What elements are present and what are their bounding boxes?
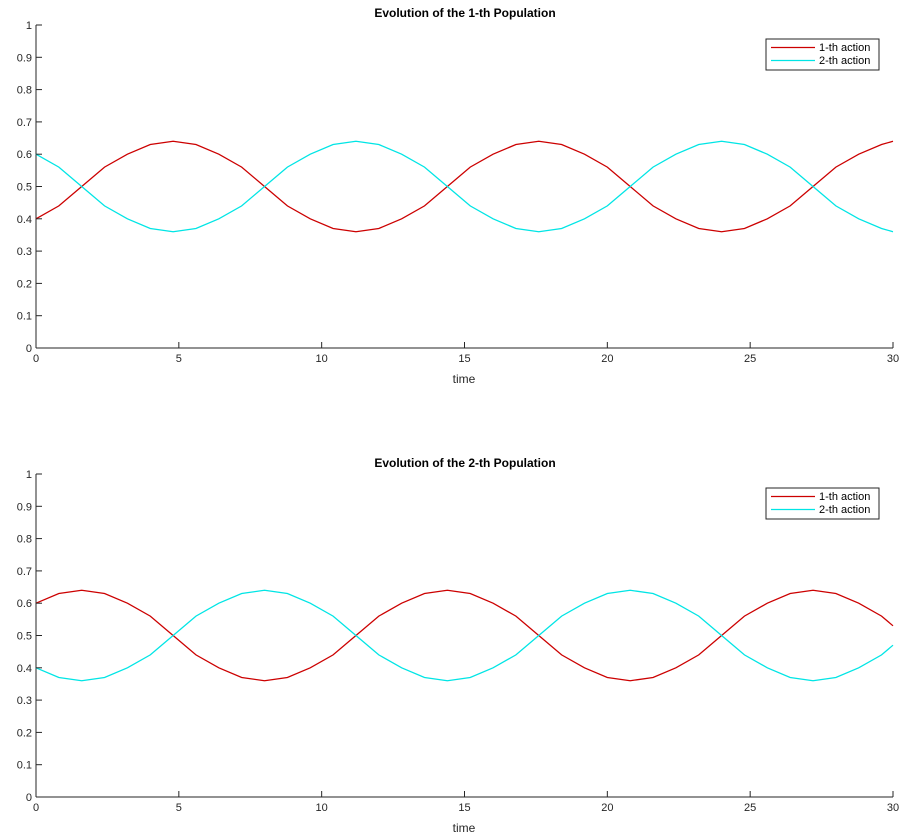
chart-2-y-tick-label: 0.8	[17, 534, 32, 546]
chart-2-series-1-line	[35, 589, 894, 682]
chart-2-y-tick-label: 0.4	[17, 663, 32, 675]
chart-1-legend-label-1: 1-th action	[819, 42, 870, 54]
chart-2-y-tick-label: 0.3	[17, 695, 32, 707]
chart-1-y-tick-label: 0.1	[17, 311, 32, 323]
chart-2-legend: 1-th action 2-th action	[765, 487, 880, 520]
chart-2-legend-label-2: 2-th action	[819, 504, 870, 516]
chart-2-y-tick-label: 0.2	[17, 727, 32, 739]
chart-1-x-tick-label: 20	[601, 353, 613, 365]
chart-2-axes	[35, 474, 893, 798]
chart-2-y-tick-label: 0.9	[17, 501, 32, 513]
chart-1-ticks: 0 5 10 15 20 25 30 0 0.1 0.2 0.3 0.4 0.5 0.6 0.7 0.8 0.9…	[17, 20, 899, 365]
chart-2-x-tick-label: 10	[316, 802, 328, 814]
chart-1-x-axis-label: time	[453, 372, 476, 386]
chart-1-y-tick-label: 1	[26, 20, 32, 32]
chart-1-x-tick-label: 15	[458, 353, 470, 365]
chart-1-axes	[35, 25, 893, 349]
chart-2-legend-label-1: 1-th action	[819, 491, 870, 503]
chart-1-series	[35, 140, 894, 233]
chart-1-y-tick-label: 0.6	[17, 149, 32, 161]
chart-2-x-tick-label: 20	[601, 802, 613, 814]
chart-2-y-tick-label: 0.5	[17, 631, 32, 643]
chart-1-legend: 1-th action 2-th action	[765, 38, 880, 71]
chart-1-series-1-line	[35, 140, 894, 233]
chart-1-y-tick-label: 0.9	[17, 52, 32, 64]
chart-1-y-tick-label: 0	[26, 343, 32, 355]
chart-2-y-tick-label: 0.1	[17, 760, 32, 772]
chart-2-y-tick-label: 0	[26, 792, 32, 804]
chart-1-x-tick-label: 10	[316, 353, 328, 365]
chart-2-series	[35, 589, 894, 682]
chart-2-x-tick-label: 25	[744, 802, 756, 814]
chart-2-y-tick-label: 1	[26, 469, 32, 481]
chart-1-y-tick-label: 0.3	[17, 246, 32, 258]
chart-2-y-tick-label: 0.6	[17, 598, 32, 610]
chart-1-legend-box	[765, 38, 880, 71]
chart-1-y-tick-label: 0.4	[17, 214, 32, 226]
chart-2-x-tick-label: 0	[33, 802, 39, 814]
chart-2-ticks: 0 5 10 15 20 25 30 0 0.1 0.2 0.3 0.4 0.5 0.6 0.7 0.8 0.9…	[17, 469, 899, 814]
chart-1: Evolution of the 1-th Population 0 5 10 15 2…	[17, 6, 899, 386]
chart-1-x-tick-label: 0	[33, 353, 39, 365]
chart-1-x-tick-label: 25	[744, 353, 756, 365]
chart-1-title: Evolution of the 1-th Population	[374, 6, 555, 20]
chart-1-y-tick-label: 0.5	[17, 182, 32, 194]
chart-2-y-tick-label: 0.7	[17, 566, 32, 578]
chart-2-title: Evolution of the 2-th Population	[374, 456, 555, 470]
chart-1-y-tick-label: 0.7	[17, 117, 32, 129]
chart-2-x-axis-label: time	[453, 821, 476, 835]
chart-2-x-tick-label: 5	[176, 802, 182, 814]
chart-1-legend-label-2: 2-th action	[819, 55, 870, 67]
chart-1-series-2-line	[35, 140, 894, 233]
chart-2-x-tick-label: 30	[887, 802, 899, 814]
chart-1-x-tick-label: 30	[887, 353, 899, 365]
chart-2-x-tick-label: 15	[458, 802, 470, 814]
chart-1-x-tick-label: 5	[176, 353, 182, 365]
chart-1-y-tick-label: 0.8	[17, 85, 32, 97]
chart-2: Evolution of the 2-th Population 0 5 10 15 2…	[17, 456, 899, 835]
chart-2-series-2-line	[35, 589, 894, 682]
chart-2-legend-box	[765, 487, 880, 520]
chart-1-y-tick-label: 0.2	[17, 278, 32, 290]
